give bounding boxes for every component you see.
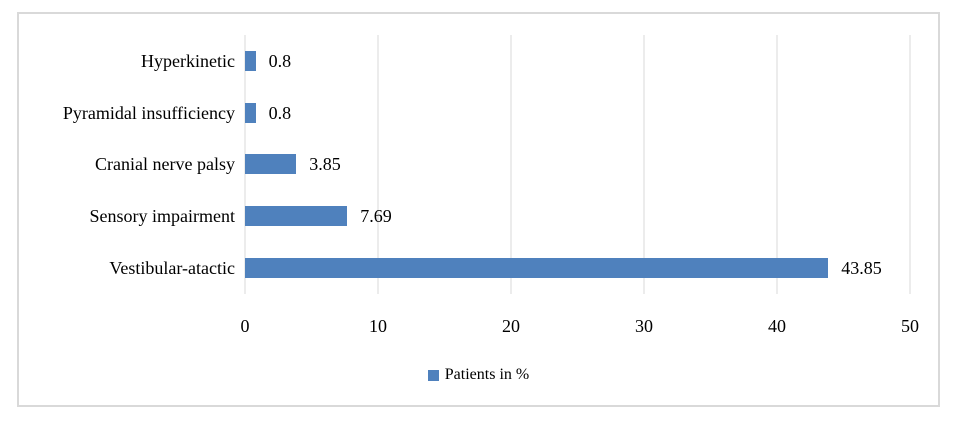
gridline xyxy=(776,35,778,294)
legend: Patients in % xyxy=(19,366,938,384)
bar-row: Cranial nerve palsy 3.85 xyxy=(95,139,910,191)
chart-frame: Hyperkinetic 0.8 Pyramidal insufficiency 0.… xyxy=(17,12,940,407)
gridline xyxy=(909,35,911,294)
gridline xyxy=(510,35,512,294)
bar-row: Hyperkinetic 0.8 xyxy=(141,35,910,87)
legend-label: Patients in % xyxy=(444,366,530,383)
value-label: 0.8 xyxy=(268,102,292,123)
category-label: Vestibular-atactic xyxy=(109,258,235,279)
bar xyxy=(245,50,256,71)
plot-area: Hyperkinetic 0.8 Pyramidal insufficiency 0.… xyxy=(63,35,911,294)
x-tick-label: 0 xyxy=(240,316,250,336)
x-tick-label: 20 xyxy=(502,316,520,336)
value-label: 0.8 xyxy=(268,50,292,71)
bar-row: Vestibular-atactic 43.85 xyxy=(109,242,910,294)
value-label: 43.85 xyxy=(841,258,882,279)
x-tick-label: 30 xyxy=(635,316,653,336)
x-axis: 0 10 20 30 40 50 xyxy=(241,316,920,340)
x-tick-label: 40 xyxy=(768,316,786,336)
x-tick-label: 50 xyxy=(901,316,919,336)
value-label: 7.69 xyxy=(360,206,392,227)
value-label: 3.85 xyxy=(309,154,341,175)
bar-rows: Hyperkinetic 0.8 Pyramidal insufficiency 0.… xyxy=(63,35,910,294)
category-label: Hyperkinetic xyxy=(141,50,235,71)
bar-row: Pyramidal insufficiency 0.8 xyxy=(63,87,910,139)
bar-row: Sensory impairment 7.69 xyxy=(90,190,910,242)
bar xyxy=(245,258,829,279)
legend-swatch-icon xyxy=(427,369,439,381)
bar xyxy=(245,206,348,227)
category-label: Pyramidal insufficiency xyxy=(62,102,235,123)
gridline xyxy=(377,35,379,294)
gridline xyxy=(643,35,645,294)
bar xyxy=(245,102,256,123)
x-tick-label: 10 xyxy=(369,316,387,336)
category-label: Sensory impairment xyxy=(89,206,235,227)
bar xyxy=(245,154,297,175)
category-label: Cranial nerve palsy xyxy=(95,154,235,175)
